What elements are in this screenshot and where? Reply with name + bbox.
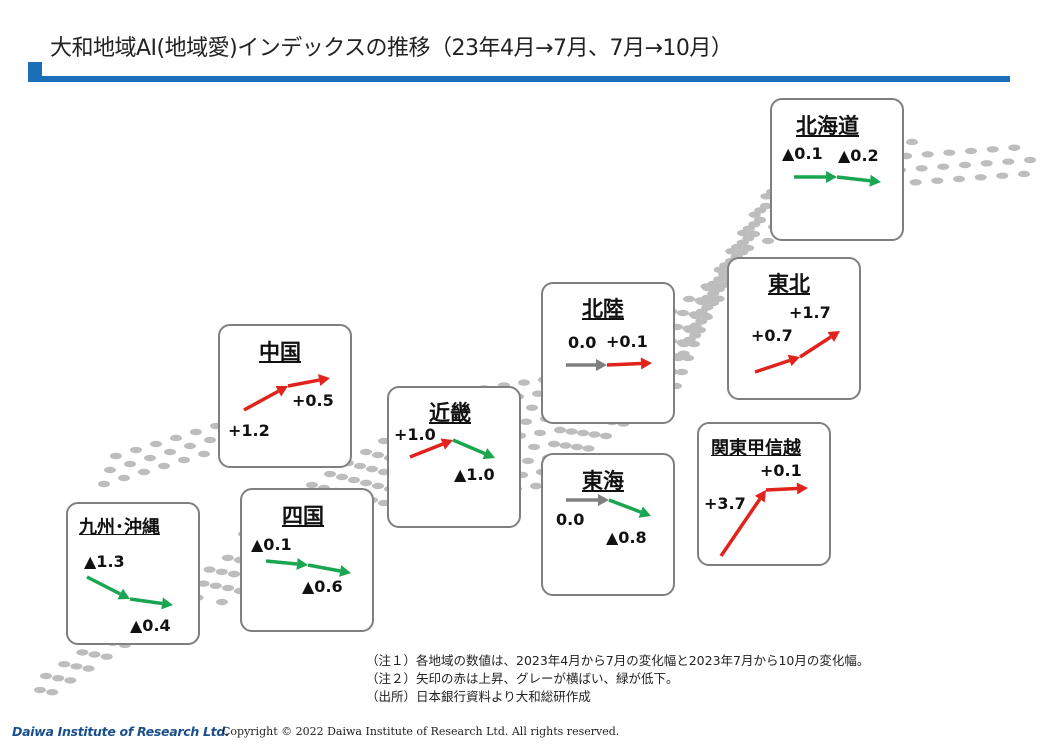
region-name-kanto: 関東甲信越 <box>711 438 801 459</box>
kinki-change-2: ▲1.0 <box>454 465 495 484</box>
arrow-head-1 <box>440 438 453 450</box>
page-title: 大和地域AI(地域愛)インデックスの推移（23年4月→7月、7月→10月） <box>50 36 733 61</box>
arrow-head-2 <box>482 448 495 460</box>
shikoku-change-1: ▲0.1 <box>251 535 292 554</box>
arrow-head-2 <box>638 506 651 518</box>
tokai-change-2: ▲0.8 <box>606 528 647 547</box>
arrow-head-1 <box>275 386 288 397</box>
region-box-hokuriku <box>541 282 675 424</box>
region-box-tokai <box>541 453 675 596</box>
arrow-segment-2 <box>287 378 320 388</box>
chugoku-change-2: +0.5 <box>292 391 334 410</box>
footnote-2: （注２）矢印の赤は上昇、グレーが横ばい、緑が低下。 <box>366 671 679 686</box>
shikoku-change-2: ▲0.6 <box>302 577 343 596</box>
arrow-head-1 <box>296 557 308 570</box>
hokuriku-arrows <box>566 357 652 371</box>
arrow-segment-2 <box>129 597 163 606</box>
region-name-hokkaido: 北海道 <box>796 114 859 138</box>
kyushu-arrows <box>86 575 173 610</box>
arrow-head-2 <box>796 482 808 495</box>
arrow-head-2 <box>869 174 881 187</box>
hokkaido-change-1: ▲0.1 <box>782 144 823 163</box>
tohoku-arrows <box>754 331 840 374</box>
tohoku-change-2: +1.7 <box>789 303 831 322</box>
arrow-segment-1 <box>754 358 791 374</box>
arrow-segment-2 <box>606 361 642 367</box>
arrow-segment-1 <box>265 559 298 566</box>
kanto-change-1: +3.7 <box>704 494 746 513</box>
copyright-text: Copyright © 2022 Daiwa Institute of Rese… <box>222 725 620 738</box>
footnote-source: （出所）日本銀行資料より大和総研作成 <box>366 689 591 704</box>
kanto-arrows <box>719 482 808 557</box>
arrow-segment-2 <box>608 498 642 514</box>
arrow-head-1 <box>754 490 766 503</box>
arrow-head-1 <box>787 354 800 367</box>
region-box-kinki <box>387 386 521 528</box>
arrow-segment-2 <box>765 486 798 492</box>
arrow-head-2 <box>339 565 351 577</box>
hokkaido-change-2: ▲0.2 <box>838 146 879 165</box>
region-name-kyushu: 九州･沖縄 <box>79 517 160 538</box>
arrow-head-1 <box>826 171 837 183</box>
arrow-segment-2 <box>452 438 486 456</box>
arrow-head-1 <box>598 494 609 506</box>
region-name-tohoku: 東北 <box>768 272 810 296</box>
region-name-shikoku: 四国 <box>282 504 324 528</box>
region-name-chugoku: 中国 <box>259 340 301 364</box>
arrow-segment-1 <box>719 498 762 557</box>
company-logo: Daiwa Institute of Research Ltd. <box>12 724 230 739</box>
shikoku-arrows <box>265 557 351 577</box>
arrow-head-2 <box>640 357 652 370</box>
kyushu-change-2: ▲0.4 <box>130 616 171 635</box>
title-accent-mark <box>28 62 42 80</box>
region-box-chugoku <box>218 324 352 468</box>
arrow-segment-1 <box>409 442 444 459</box>
arrow-segment-2 <box>836 175 871 183</box>
hokuriku-change-2: +0.1 <box>606 332 648 351</box>
kinki-arrows <box>409 438 495 460</box>
arrow-head-2 <box>827 331 840 343</box>
arrow-head-2 <box>161 597 173 610</box>
hokuriku-change-1: 0.0 <box>568 333 597 352</box>
arrow-segment-1 <box>243 389 280 412</box>
arrow-segment-1 <box>86 575 122 596</box>
chugoku-arrows <box>243 374 330 412</box>
arrow-head-1 <box>596 359 607 371</box>
region-name-kinki: 近畿 <box>429 401 471 425</box>
tokai-change-1: 0.0 <box>556 510 585 529</box>
footnote-1: （注１）各地域の数値は、2023年4月から7月の変化幅と2023年7月から10月… <box>366 653 870 668</box>
region-box-shikoku <box>240 488 374 632</box>
hokkaido-arrows <box>794 171 881 187</box>
kanto-change-2: +0.1 <box>760 461 802 480</box>
tokai-arrows <box>566 494 651 518</box>
arrow-segment-2 <box>307 563 341 573</box>
region-box-hokkaido <box>770 98 904 241</box>
footnotes: （注１）各地域の数値は、2023年4月から7月の変化幅と2023年7月から10月… <box>366 652 869 706</box>
arrow-segment-2 <box>799 335 832 359</box>
title-underline-bar <box>28 76 1010 82</box>
region-box-kyushu <box>66 502 200 645</box>
chugoku-change-1: +1.2 <box>228 421 270 440</box>
kinki-change-1: +1.0 <box>394 425 436 444</box>
region-name-tokai: 東海 <box>582 469 624 493</box>
tohoku-change-1: +0.7 <box>751 326 793 345</box>
kyushu-change-1: ▲1.3 <box>84 552 125 571</box>
arrow-head-1 <box>117 588 130 600</box>
region-name-hokuriku: 北陸 <box>582 297 624 321</box>
arrow-head-2 <box>318 374 330 386</box>
region-box-tohoku <box>727 257 861 400</box>
